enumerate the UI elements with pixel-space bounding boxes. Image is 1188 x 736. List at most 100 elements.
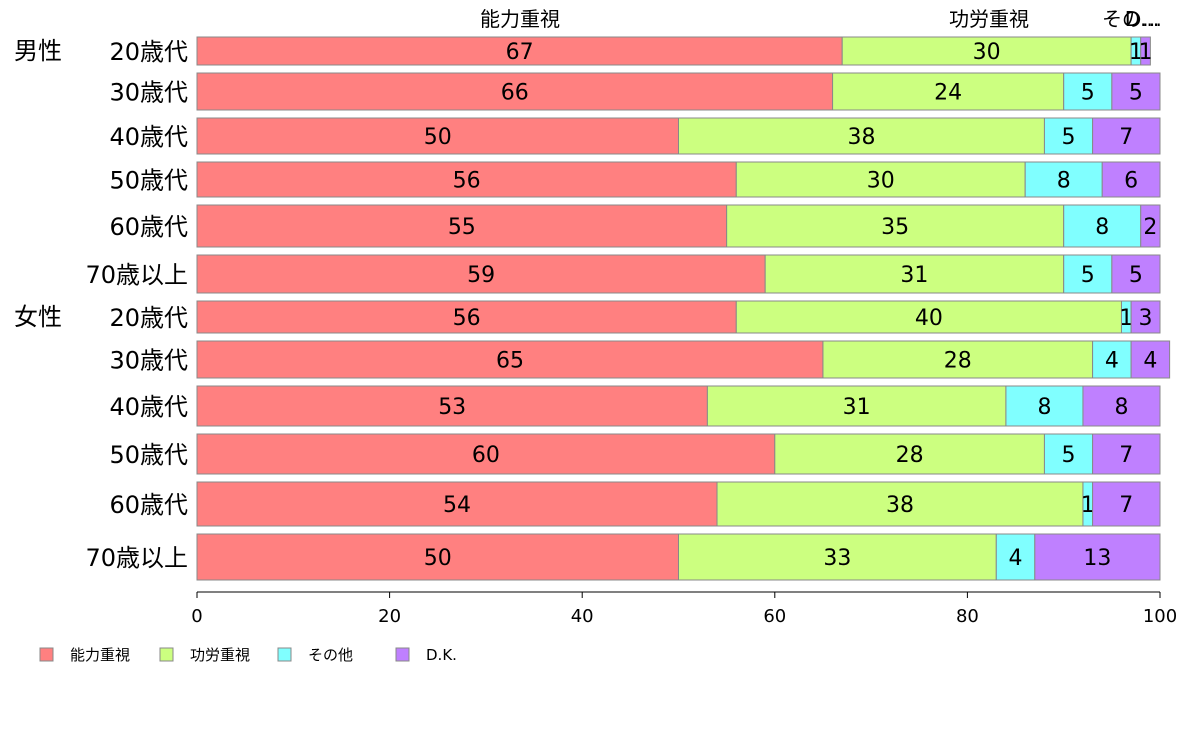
row-label: 50歳代 <box>109 167 188 195</box>
bar-segment <box>1101 161 1161 198</box>
bar-row: 59 31 5 5 <box>196 254 1161 294</box>
bar-value-label: 5 <box>1129 263 1143 288</box>
bar-segment <box>1092 340 1132 379</box>
bar-value-label: 50 <box>424 125 452 150</box>
bar-value-label: 5 <box>1081 81 1095 106</box>
bar-segment <box>1140 204 1161 248</box>
bar-segment <box>1063 204 1142 248</box>
top-category-labels: 能力重視 功労重視 その…D... <box>480 7 1162 31</box>
x-tick-label: 60 <box>763 606 786 627</box>
bar-segment <box>735 300 1122 334</box>
legend-item: 功労重視 <box>159 646 250 664</box>
row-label: 20歳代 <box>109 38 188 66</box>
bar-segment <box>735 161 1026 198</box>
row-label: 70歳以上 <box>85 544 188 572</box>
bar-value-label: 8 <box>1057 169 1071 194</box>
x-tick-label: 40 <box>571 606 594 627</box>
legend-label: 能力重視 <box>70 646 130 664</box>
bar-value-label: 56 <box>453 169 481 194</box>
top-label: 功労重視 <box>949 7 1029 31</box>
row-label: 40歳代 <box>109 393 188 421</box>
legend-swatch <box>277 647 292 662</box>
bar-value-label: 1 <box>1081 493 1095 518</box>
bar-segment <box>1092 433 1161 475</box>
bar-value-label: 1 <box>1119 306 1133 331</box>
x-tick-label: 0 <box>191 606 202 627</box>
x-tick-label: 20 <box>378 606 401 627</box>
bar-value-label: 50 <box>424 546 452 571</box>
top-label: D... <box>1125 7 1159 31</box>
bar-row: 56 40 1 3 <box>196 300 1161 334</box>
bar-segment <box>678 533 997 581</box>
bar-value-label: 28 <box>896 443 924 468</box>
x-tick-label: 100 <box>1143 606 1177 627</box>
bar-segment <box>196 161 737 198</box>
bar-value-label: 8 <box>1095 215 1109 240</box>
bar-value-label: 5 <box>1129 81 1143 106</box>
row-label: 20歳代 <box>109 304 188 332</box>
bar-value-label: 38 <box>886 493 914 518</box>
row-label: 70歳以上 <box>85 261 188 289</box>
bar-value-label: 3 <box>1139 306 1153 331</box>
legend-label: D.K. <box>426 646 457 664</box>
bar-value-label: 1 <box>1129 40 1143 65</box>
bar-value-label: 67 <box>506 40 534 65</box>
bar-segment <box>774 433 1045 475</box>
bar-segment <box>196 533 679 581</box>
legend: 能力重視 功労重視 その他 D.K. <box>39 646 457 664</box>
bar-row: 66 24 5 5 <box>196 72 1161 111</box>
bar-value-label: 1 <box>1139 40 1153 65</box>
bar-row: 65 28 4 4 <box>196 340 1171 379</box>
bar-value-label: 31 <box>900 263 928 288</box>
row-label: 60歳代 <box>109 213 188 241</box>
bar-value-label: 5 <box>1062 125 1076 150</box>
bar-value-label: 33 <box>823 546 851 571</box>
bar-value-label: 35 <box>881 215 909 240</box>
bar-value-label: 65 <box>496 349 524 374</box>
top-label: その… <box>1102 7 1162 31</box>
bar-row: 56 30 8 6 <box>196 161 1161 198</box>
bar-value-label: 13 <box>1083 546 1111 571</box>
row-label: 40歳代 <box>109 123 188 151</box>
legend-item: その他 <box>277 646 353 664</box>
bar-value-label: 59 <box>467 263 495 288</box>
bar-segment <box>196 117 679 155</box>
legend-swatch <box>39 647 54 662</box>
bar-value-label: 7 <box>1119 493 1133 518</box>
row-label: 30歳代 <box>109 347 188 375</box>
bar-row: 50 33 4 13 <box>196 533 1161 581</box>
bar-segment <box>196 340 824 379</box>
bar-value-label: 5 <box>1081 263 1095 288</box>
legend-item: D.K. <box>395 646 457 664</box>
bar-segment <box>995 533 1036 581</box>
bar-value-label: 38 <box>847 125 875 150</box>
bar-segment <box>196 36 843 66</box>
group-label: 男性 <box>14 37 62 65</box>
bar-value-label: 6 <box>1124 169 1138 194</box>
legend-label: 功労重視 <box>190 646 250 664</box>
bar-segment <box>1140 36 1151 66</box>
bar-row: 50 38 5 7 <box>196 117 1161 155</box>
bar-segment <box>764 254 1065 294</box>
bar-segment <box>841 36 1132 66</box>
legend-item: 能力重視 <box>39 646 130 664</box>
bar-value-label: 31 <box>843 395 871 420</box>
bar-segment <box>1082 385 1161 427</box>
x-tick-label: 80 <box>956 606 979 627</box>
bar-value-label: 8 <box>1037 395 1051 420</box>
bar-segment <box>1111 72 1161 111</box>
bar-row: 67 30 11 <box>196 36 1153 66</box>
bar-segment <box>822 340 1094 379</box>
legend-swatch <box>159 647 174 662</box>
bar-value-label: 28 <box>944 349 972 374</box>
bar-value-label: 40 <box>915 306 943 331</box>
bar-segment <box>1043 117 1094 155</box>
bar-segment <box>1130 300 1161 334</box>
top-label: 能力重視 <box>480 7 560 31</box>
bar-segment <box>678 117 1045 155</box>
bar-value-label: 30 <box>867 169 895 194</box>
bar-segment <box>1092 481 1161 527</box>
bar-value-label: 53 <box>438 395 466 420</box>
